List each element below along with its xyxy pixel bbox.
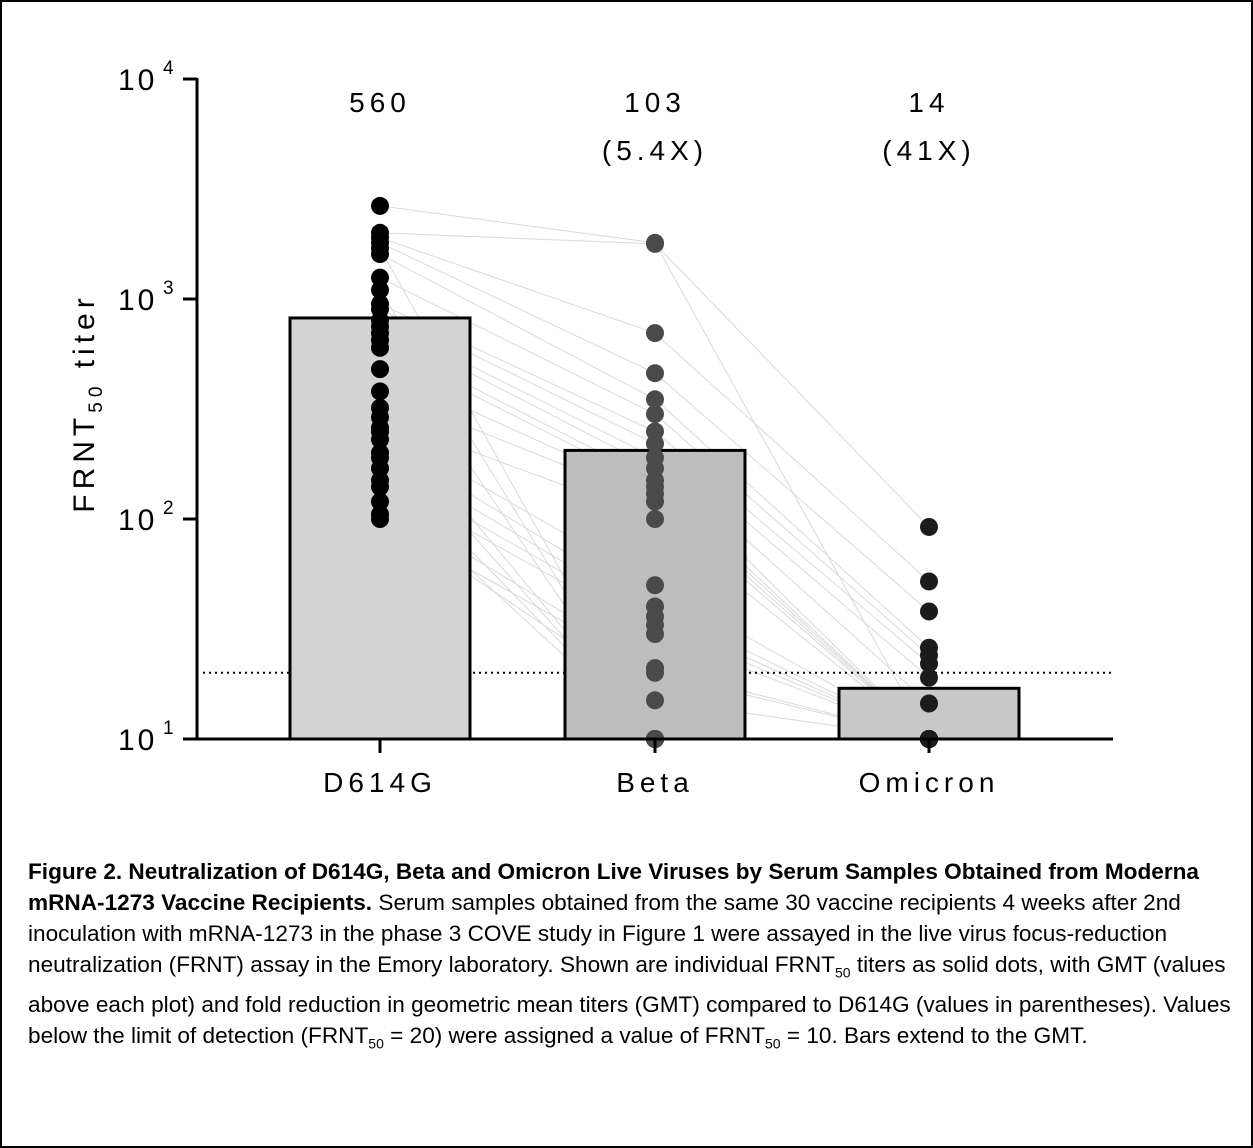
y-axis-title: FRNT50 titer — [68, 293, 107, 512]
pair-line — [654, 242, 930, 740]
caption-text-3: = 20) were assigned a value of FRNT — [383, 1022, 766, 1048]
dot-d614g — [371, 338, 389, 357]
dot-beta — [646, 390, 664, 409]
axes — [183, 77, 1113, 753]
caption-text-4: = 10. Bars extend to the GMT. — [780, 1022, 1088, 1048]
bar-d614g — [288, 316, 472, 741]
gmt-label: 103 — [624, 87, 686, 118]
y-tick-exponent: 2 — [163, 498, 174, 519]
dot-beta — [646, 691, 664, 710]
dot-d614g — [371, 398, 389, 417]
y-tick-exponent: 3 — [163, 278, 174, 299]
dot-d614g — [371, 505, 389, 524]
dot-beta — [646, 324, 664, 343]
dot-beta — [646, 492, 664, 511]
caption-sub-3: 50 — [765, 1035, 781, 1052]
dot-omicron — [920, 668, 938, 687]
gmt-label: 14 — [908, 87, 949, 118]
y-tick-label: 10 — [118, 504, 157, 537]
fold-label: (41X) — [882, 135, 975, 166]
caption-title: Figure 2. Neutralization of D614G, Beta … — [28, 859, 1199, 915]
caption-text-1: Serum samples obtained from the same 30 … — [28, 890, 1181, 977]
dot-d614g — [371, 280, 389, 299]
dot-beta — [646, 663, 664, 682]
pair-line — [654, 243, 930, 528]
y-tick-label: 10 — [118, 64, 157, 97]
dot-beta — [646, 510, 664, 528]
dot-d614g — [371, 477, 389, 496]
dot-omicron — [920, 654, 938, 673]
pair-line — [654, 372, 930, 612]
y-tick-exponent: 1 — [163, 718, 174, 739]
gmt-label: 560 — [349, 87, 411, 118]
dot-beta — [646, 234, 664, 253]
figure-caption: Figure 2. Neutralization of D614G, Beta … — [28, 856, 1233, 1059]
pair-line — [654, 398, 930, 649]
x-tick-label: Omicron — [859, 767, 1000, 798]
dot-d614g — [371, 360, 389, 379]
caption-text-2: titers as solid dots, with GMT (values a… — [28, 952, 1231, 1048]
dot-d614g — [371, 324, 389, 343]
dot-omicron — [920, 602, 938, 621]
dot-beta — [646, 434, 664, 453]
caption-sub-2: 50 — [368, 1035, 384, 1052]
y-tick-label: 10 — [118, 724, 157, 757]
dot-d614g — [371, 196, 389, 215]
pair-line — [379, 277, 656, 415]
pair-line — [379, 205, 656, 244]
dot-omicron — [920, 572, 938, 591]
dot-beta — [646, 625, 664, 644]
dot-omicron — [920, 517, 938, 536]
y-tick-label: 10 — [118, 284, 157, 317]
pair-line — [379, 253, 656, 400]
pair-line — [379, 237, 656, 334]
dot-d614g — [371, 492, 389, 511]
dot-d614g — [371, 239, 389, 258]
dot-d614g — [371, 422, 389, 441]
dot-beta — [646, 364, 664, 383]
pair-line — [379, 232, 656, 245]
pair-line — [379, 242, 656, 374]
dot-d614g — [371, 448, 389, 467]
dot-beta — [646, 405, 664, 424]
dot-beta — [646, 576, 664, 595]
y-tick-exponent: 4 — [163, 58, 174, 79]
x-tick-label: Beta — [616, 767, 694, 798]
caption-sub-1: 50 — [835, 964, 851, 981]
x-tick-label: D614G — [323, 767, 437, 798]
dot-omicron — [920, 694, 938, 713]
pair-line — [654, 332, 930, 582]
fold-label: (5.4X) — [602, 135, 708, 166]
dot-d614g — [371, 382, 389, 401]
